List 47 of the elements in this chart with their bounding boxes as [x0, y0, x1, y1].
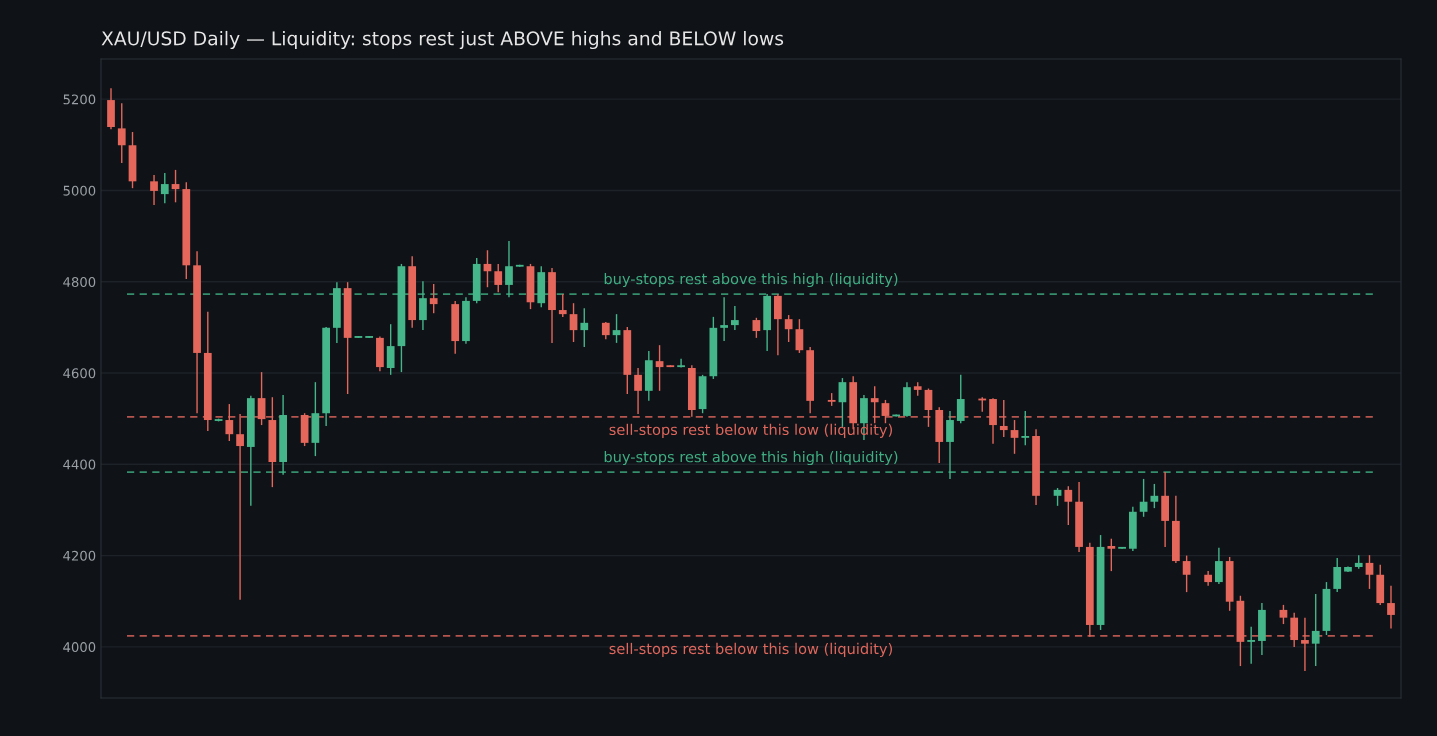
- candlestick: [795, 318, 804, 354]
- candlestick: [117, 102, 126, 164]
- ref-line-label: sell-stops rest below this low (liquidity): [609, 642, 892, 657]
- y-tick-label: 5200: [63, 94, 96, 105]
- candlestick: [558, 293, 567, 318]
- candlestick: [580, 307, 589, 348]
- candlestick: [494, 263, 503, 293]
- candlestick: [730, 305, 739, 331]
- candlestick: [1215, 547, 1223, 585]
- candlestick: [1107, 538, 1116, 572]
- candlestick: [784, 314, 793, 343]
- candlestick: [774, 293, 782, 356]
- candlestick: [655, 344, 664, 392]
- candlestick: [1387, 585, 1395, 630]
- candlestick: [1064, 485, 1073, 526]
- y-tick-label: 5000: [63, 185, 96, 196]
- candlestick: [1311, 593, 1320, 667]
- ref-line-label: buy-stops rest above this high (liquidity): [604, 451, 898, 466]
- candlestick: [720, 296, 728, 342]
- y-tick-label: 4200: [63, 550, 96, 561]
- candlestick: [386, 323, 395, 376]
- candlestick: [612, 313, 621, 344]
- y-tick-label: 4600: [63, 368, 96, 379]
- candlestick: [677, 358, 685, 369]
- chart-title: XAU/USD Daily — Liquidity: stops rest just ABOVE highs and BELOW lows: [101, 30, 784, 50]
- candlestick: [1139, 478, 1148, 518]
- candlestick: [1365, 554, 1374, 590]
- candlestick: [1010, 419, 1019, 455]
- candlestick: [569, 302, 578, 343]
- candlestick: [1279, 604, 1288, 625]
- ref-line-label: buy-stops rest above this high (liquidity): [604, 273, 898, 288]
- candlestick: [1150, 483, 1159, 509]
- y-tick-label: 4800: [63, 276, 96, 287]
- y-tick-label: 4400: [63, 459, 96, 470]
- candlestick: [160, 172, 169, 204]
- candlestick: [1333, 557, 1342, 593]
- candlestick: [1021, 410, 1030, 446]
- candlestick: [752, 317, 761, 339]
- candlestick: [1247, 626, 1256, 665]
- candlestick: [634, 367, 642, 415]
- candlestick: [1290, 611, 1299, 648]
- candlestick: [1182, 554, 1191, 593]
- y-tick-label: 4000: [63, 642, 96, 653]
- candlestick: [429, 283, 438, 314]
- candlestick: [150, 174, 158, 206]
- candlestick: [171, 169, 180, 204]
- candlestick: [956, 374, 965, 424]
